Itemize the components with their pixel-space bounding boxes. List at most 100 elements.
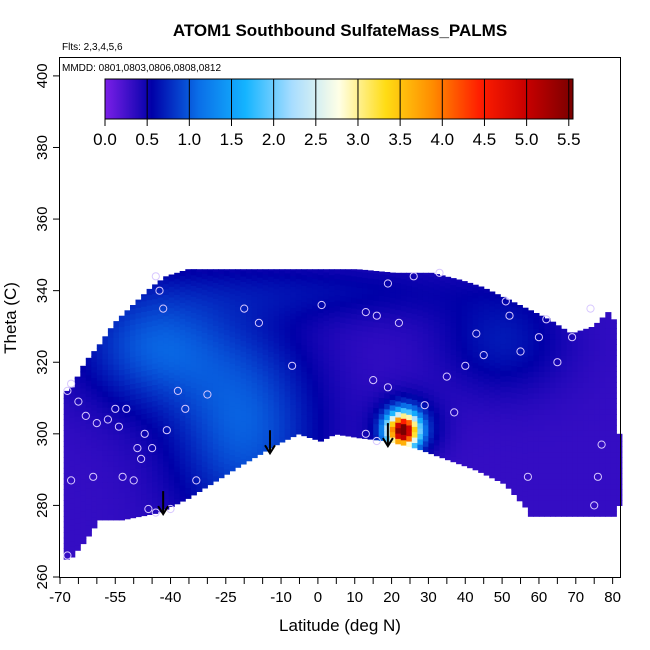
heatmap-cell [610,462,617,469]
heatmap-cell [295,412,302,419]
heatmap-cell [500,359,507,366]
heatmap-cell [522,345,529,352]
heatmap-cell [478,338,485,345]
heatmap-cell [527,441,534,447]
heatmap-cell [378,271,385,275]
heatmap-cell [583,387,590,394]
heatmap-cell [395,363,402,370]
heatmap-cell [544,505,551,512]
heatmap-cell [583,419,590,426]
heatmap-cell [483,367,490,374]
heatmap-cell [500,381,507,387]
heatmap-cell [527,500,534,506]
heatmap-cell [550,505,557,512]
heatmap-cell [610,414,617,421]
heatmap-cell [456,281,463,287]
heatmap-cell [306,373,313,379]
heatmap-cell [118,482,125,489]
heatmap-cell [124,368,131,375]
heatmap-cell [334,305,341,312]
heatmap-cell [185,439,192,446]
heatmap-cell [395,373,402,380]
heatmap-cell [201,439,208,446]
heatmap-cell [594,365,601,372]
heatmap-cell [207,361,214,367]
heatmap-cell [555,505,562,512]
heatmap-cell [235,440,242,447]
heatmap-cell [179,425,186,432]
heatmap-cell [201,455,208,462]
heatmap-cell [146,444,153,451]
heatmap-cell [483,410,490,417]
heatmap-cell [577,446,584,453]
heatmap-cell [257,438,264,445]
heatmap-cell [577,360,584,367]
heatmap-cell [461,358,468,365]
heatmap-cell [113,487,120,494]
heatmap-cell [96,358,103,365]
heatmap-cell [135,312,142,319]
heatmap-cell [433,283,440,290]
colorbar-ticks: 0.0 0.5 1.0 1.5 2.0 2.5 3.0 3.5 4.0 4.5 5.0 5.5 [93,79,581,149]
heatmap-cell [599,462,606,469]
heatmap-cell [190,349,197,356]
heatmap-cell [306,330,313,336]
heatmap-cell [516,441,523,448]
heatmap-cell [207,446,214,453]
heatmap-cell [107,509,114,515]
heatmap-cell [478,327,485,334]
heatmap-cell [478,364,485,371]
heatmap-cell [223,388,230,395]
heatmap-cell [146,305,153,311]
heatmap-cell [422,397,429,404]
heatmap-cell [74,501,81,508]
heatmap-cell [400,412,407,419]
heatmap-cell [616,489,623,496]
heatmap-cell [572,494,579,501]
heatmap-cell [107,423,114,430]
heatmap-cell [533,376,540,383]
heatmap-cell [179,372,186,379]
heatmap-cell [483,373,490,379]
heatmap-cell [505,439,512,446]
heatmap-cell [483,432,490,438]
heatmap-cell [334,283,341,290]
heatmap-cell [74,426,81,433]
heatmap-cell [207,382,214,389]
heatmap-cell [467,408,474,415]
heatmap-cell [527,505,534,512]
heatmap-cell [317,312,324,319]
heatmap-cell [505,353,512,360]
heatmap-cell [422,274,429,281]
observation-marker [534,333,544,342]
heatmap-cell [212,357,219,364]
heatmap-cell [63,451,70,458]
heatmap-cell [511,322,518,329]
heatmap-cell [235,413,242,420]
heatmap-cell [190,403,197,410]
heatmap-cell [334,369,341,376]
heatmap-cell [527,312,534,319]
heatmap-cell [555,387,562,394]
heatmap-cell [69,546,76,553]
heatmap-cell [295,310,302,317]
heatmap-cell [223,356,230,362]
heatmap-cell [522,335,529,342]
heatmap-cell [494,415,501,422]
heatmap-cell [555,392,562,399]
heatmap-cell [467,322,474,329]
heatmap-cell [290,420,297,427]
heatmap-cell [223,377,230,384]
heatmap-cell [384,301,391,308]
heatmap-cell [472,442,479,449]
heatmap-cell [212,277,219,283]
heatmap-cell [478,370,485,377]
heatmap-cell [340,429,347,436]
heatmap-cell [163,321,170,328]
heatmap-cell [201,332,208,339]
heatmap-cell [130,463,137,470]
heatmap-cell [445,443,452,450]
heatmap-cell [63,537,70,544]
heatmap-cell [168,409,175,416]
heatmap-cell [478,402,485,409]
